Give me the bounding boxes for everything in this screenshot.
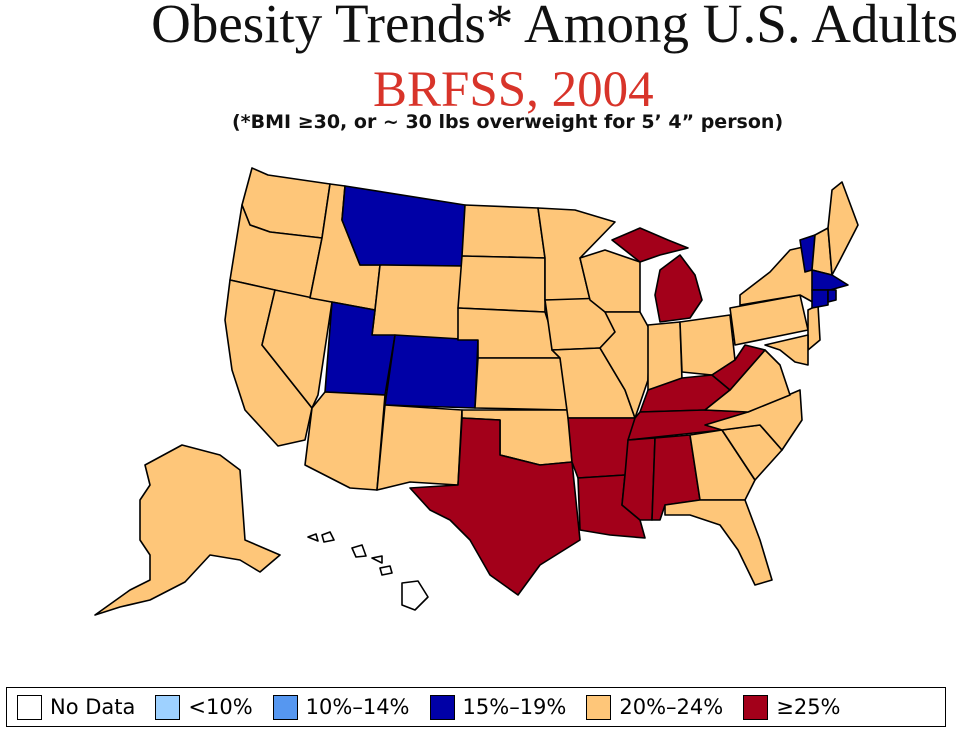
state-south-dakota[interactable] xyxy=(457,255,546,313)
state-wyoming[interactable] xyxy=(371,264,463,341)
state-hawaii[interactable] xyxy=(307,531,429,611)
legend-item: <10% xyxy=(155,694,253,720)
legend-label: ≥25% xyxy=(776,695,841,719)
state-west-virginia[interactable] xyxy=(711,344,766,391)
legend-item: ≥25% xyxy=(743,694,841,720)
legend: No Data <10% 10%–14% 15%–19% 20%–24% ≥25… xyxy=(6,687,946,727)
state-colorado[interactable] xyxy=(384,334,479,409)
state-montana[interactable] xyxy=(341,185,466,267)
legend-swatch xyxy=(17,694,42,720)
legend-label: 10%–14% xyxy=(305,695,410,719)
legend-label: 15%–19% xyxy=(462,695,567,719)
legend-item: No Data xyxy=(17,694,136,720)
state-alaska[interactable] xyxy=(94,444,281,616)
state-georgia[interactable] xyxy=(689,429,756,501)
map-title: Obesity Trends* Among U.S. Adults xyxy=(151,0,958,54)
legend-item: 10%–14% xyxy=(272,694,410,720)
legend-swatch xyxy=(155,694,181,720)
state-north-dakota[interactable] xyxy=(461,204,546,259)
legend-label: No Data xyxy=(50,695,136,719)
legend-item: 15%–19% xyxy=(429,694,567,720)
state-maine[interactable] xyxy=(827,181,859,276)
state-michigan[interactable] xyxy=(611,227,703,323)
state-kansas[interactable] xyxy=(474,357,569,411)
state-arizona[interactable] xyxy=(304,391,386,491)
state-new-jersey[interactable] xyxy=(807,304,821,351)
legend-swatch xyxy=(272,694,298,720)
state-massachusetts[interactable] xyxy=(811,269,849,291)
legend-label: <10% xyxy=(188,695,253,719)
us-obesity-map xyxy=(94,167,859,616)
bmi-footnote: (*BMI ≥30, or ~ 30 lbs overweight for 5’… xyxy=(232,111,784,133)
legend-swatch xyxy=(429,694,455,720)
legend-label: 20%–24% xyxy=(619,695,724,719)
legend-swatch xyxy=(743,694,769,720)
state-texas[interactable] xyxy=(409,417,581,596)
legend-swatch xyxy=(586,694,612,720)
state-florida[interactable] xyxy=(664,499,773,586)
state-maryland[interactable] xyxy=(764,334,809,366)
state-rhode-island[interactable] xyxy=(827,289,837,303)
state-mississippi[interactable] xyxy=(621,437,656,521)
state-new-mexico[interactable] xyxy=(376,404,463,491)
state-connecticut[interactable] xyxy=(811,289,829,309)
map-subtitle: BRFSS, 2004 xyxy=(373,62,654,118)
legend-item: 20%–24% xyxy=(586,694,724,720)
